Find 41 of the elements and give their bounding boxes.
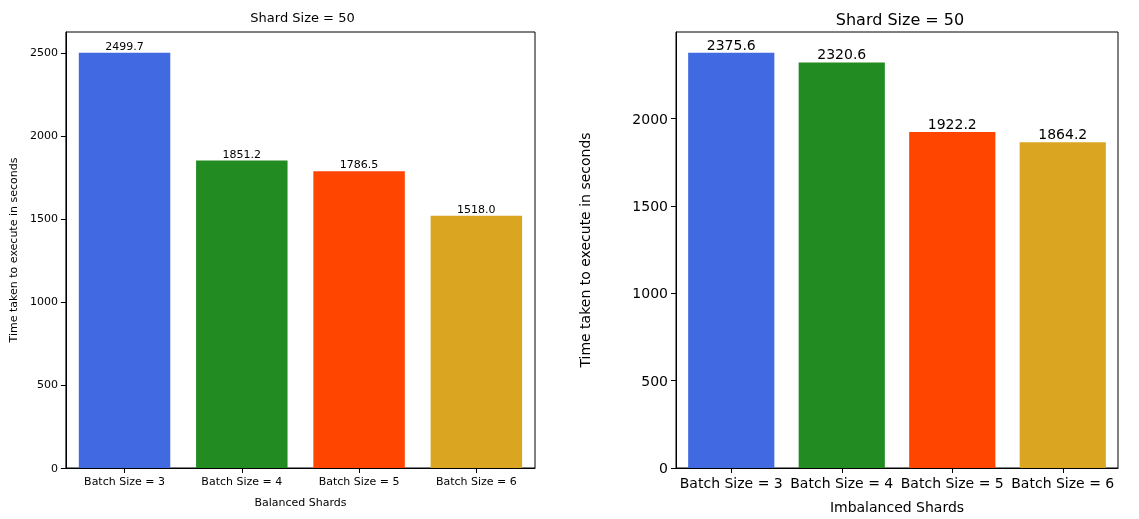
y-tick-label: 1000 (632, 285, 668, 302)
x-tick-label: Batch Size = 4 (790, 475, 894, 491)
bar (196, 160, 288, 468)
x-tick-label: Batch Size = 6 (1011, 475, 1115, 491)
y-tick-label: 1000 (29, 295, 58, 309)
data-label: 2320.6 (817, 46, 867, 63)
data-label: 1518.0 (457, 202, 496, 216)
chart-title: Shard Size = 50 (250, 10, 355, 25)
data-label: 1922.2 (927, 116, 977, 133)
data-label: 2375.6 (706, 36, 756, 53)
y-axis-title: Time taken to execute in seconds (7, 157, 20, 344)
x-axis-title: Imbalanced Shards (829, 499, 965, 515)
y-tick-label: 1500 (29, 212, 58, 226)
chart-title: Shard Size = 50 (835, 9, 965, 29)
x-axis-title: Balanced Shards (254, 496, 347, 509)
y-tick-label: 500 (36, 378, 58, 392)
bar (798, 62, 885, 468)
y-tick-label: 2000 (632, 110, 668, 127)
y-tick-label: 2500 (29, 46, 58, 60)
data-label: 1786.5 (339, 158, 379, 172)
y-axis-title: Time taken to execute in seconds (577, 132, 593, 369)
bar (313, 171, 405, 468)
x-tick-label: Batch Size = 5 (900, 475, 1004, 491)
y-tick-label: 2000 (29, 129, 58, 143)
x-tick-label: Batch Size = 6 (435, 475, 517, 488)
bar (688, 52, 775, 468)
x-tick-label: Batch Size = 3 (679, 475, 783, 491)
x-tick-label: Batch Size = 4 (201, 475, 283, 488)
x-tick-label: Batch Size = 5 (318, 475, 400, 488)
bar (1019, 142, 1106, 468)
x-tick-label: Batch Size = 3 (84, 475, 165, 488)
data-label: 1864.2 (1038, 126, 1088, 143)
bar (78, 52, 171, 468)
y-tick-label: 0 (659, 460, 668, 476)
bar (909, 132, 996, 468)
y-tick-label: 1500 (632, 197, 668, 214)
data-label: 2499.7 (105, 39, 144, 53)
data-label: 1851.2 (222, 147, 262, 161)
y-tick-label: 0 (50, 461, 58, 475)
y-tick-label: 500 (641, 372, 668, 389)
bar (430, 215, 523, 468)
